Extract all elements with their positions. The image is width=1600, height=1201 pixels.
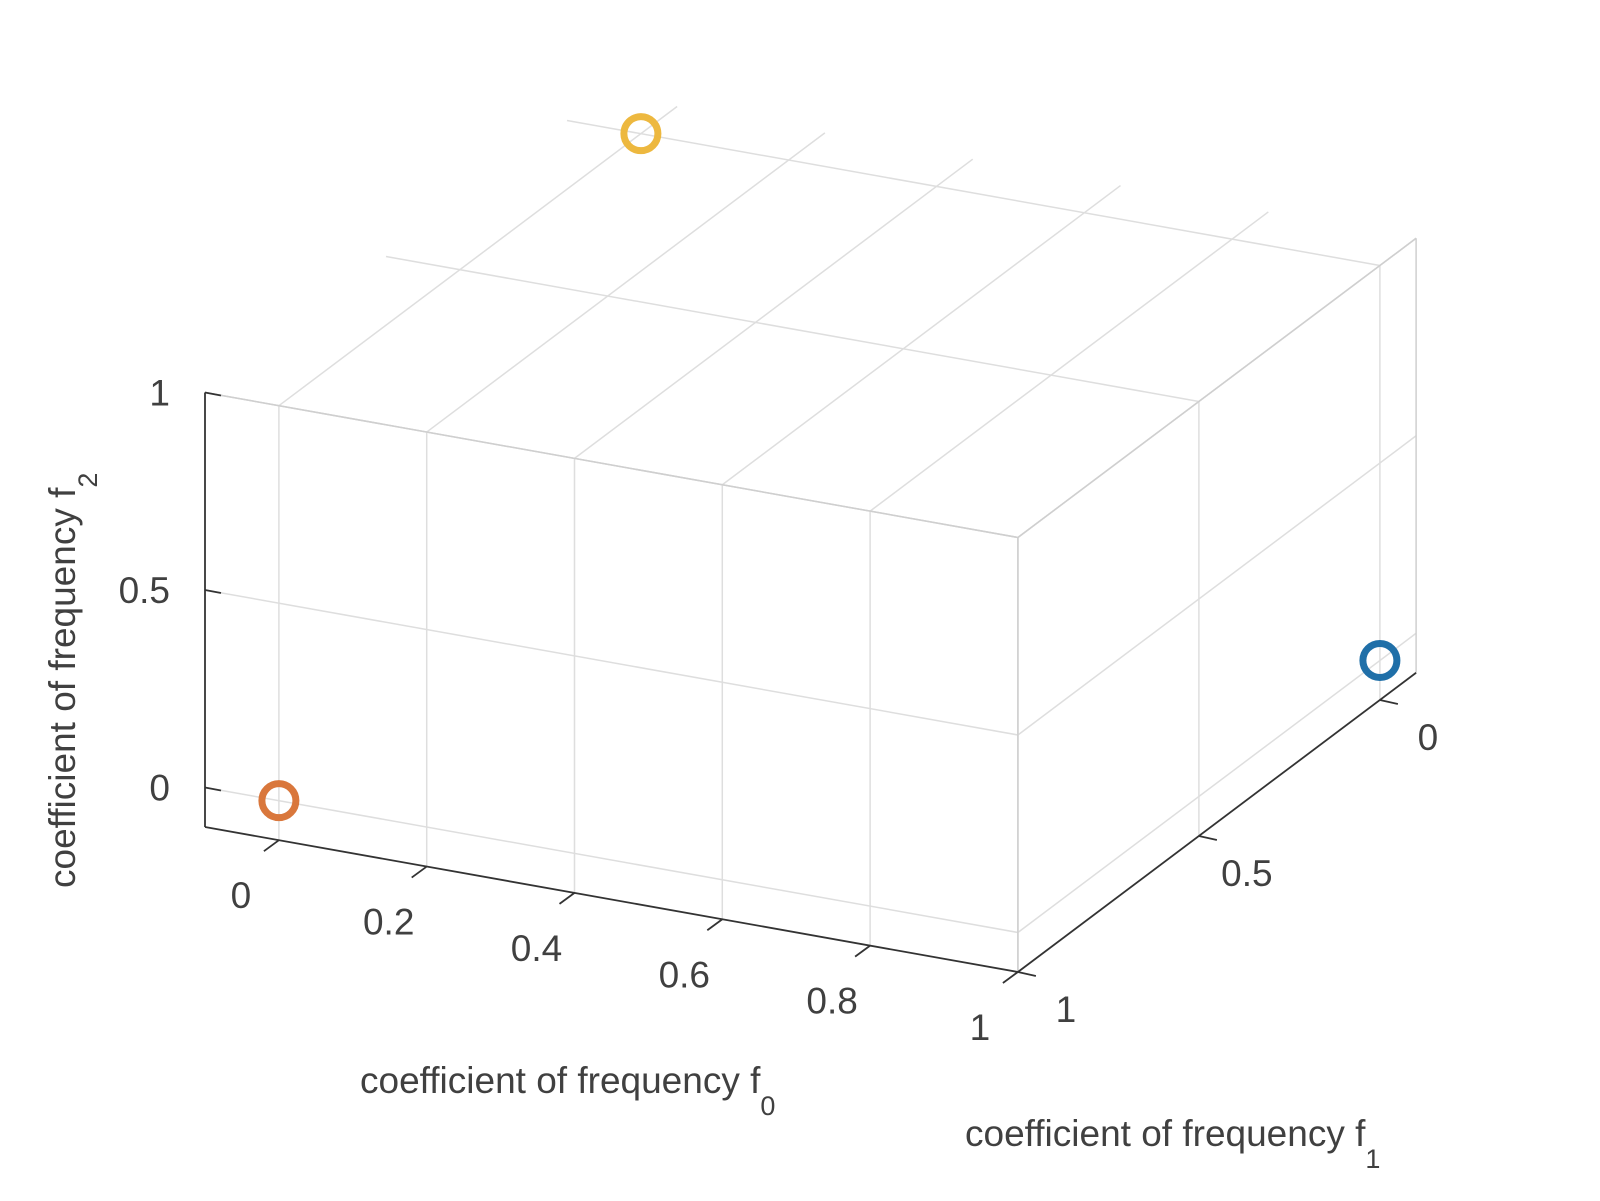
- y-tick-label: 0.5: [1221, 853, 1272, 894]
- data-point-marker: [258, 780, 300, 822]
- grid-line-z: [204, 589, 1019, 736]
- box-edge: [204, 391, 1019, 539]
- x-tick-label: 0: [231, 875, 252, 916]
- x-tick-label: 0.2: [363, 902, 414, 943]
- grid-line-y: [385, 255, 1200, 403]
- x-tick: [1002, 971, 1019, 984]
- grid-line-y: [566, 119, 1381, 267]
- grid-line-x: [426, 132, 826, 433]
- z-tick: [204, 391, 222, 397]
- grid-line-z: [1017, 632, 1417, 934]
- grid-line-x: [869, 211, 1269, 512]
- x-tick-label: 0.6: [659, 954, 710, 995]
- data-point-marker: [620, 113, 662, 155]
- y-tick: [1379, 699, 1399, 705]
- y-tick: [1017, 971, 1037, 977]
- y-tick: [1198, 835, 1218, 841]
- y-tick-label: 0: [1418, 717, 1439, 758]
- y-axis-label: coefficient of frequency f1: [965, 1113, 1380, 1174]
- z-tick: [204, 786, 222, 792]
- z-tick-label: 0.5: [119, 570, 170, 611]
- y-axis-line: [1017, 672, 1417, 973]
- tick-labels: 0 0.2 0.4 0.6 0.8 1 0 0.5 1 0 0.5 1: [119, 373, 1439, 1048]
- grid-line-z: [204, 786, 1019, 934]
- data-points: [258, 113, 1401, 822]
- z-tick-label: 0: [149, 768, 170, 809]
- x-tick: [706, 918, 723, 931]
- grid-lines: [204, 105, 1417, 972]
- grid-line-z: [1017, 435, 1417, 736]
- x-axis-label: coefficient of frequency f0: [360, 1060, 775, 1121]
- box-edge: [1017, 237, 1417, 539]
- x-tick-label: 0.4: [511, 928, 562, 969]
- axis-lines: [204, 237, 1417, 973]
- x-tick: [558, 892, 576, 905]
- x-tick: [411, 865, 428, 879]
- x-axis-line: [204, 826, 1019, 973]
- tick-marks: [204, 391, 1399, 984]
- grid-line-x: [721, 184, 1121, 486]
- data-point-marker: [1359, 639, 1401, 681]
- z-tick-label: 1: [149, 373, 170, 414]
- grid-line-x: [574, 158, 974, 459]
- grid-line-x: [278, 105, 678, 407]
- y-tick-label: 1: [1056, 989, 1077, 1030]
- z-axis-label: coefficient of frequency f2: [42, 473, 103, 888]
- x-tick: [263, 839, 280, 852]
- z-tick: [204, 589, 222, 594]
- x-tick: [854, 944, 871, 958]
- x-tick-label: 0.8: [806, 981, 857, 1022]
- x-tick-label: 1: [970, 1007, 991, 1048]
